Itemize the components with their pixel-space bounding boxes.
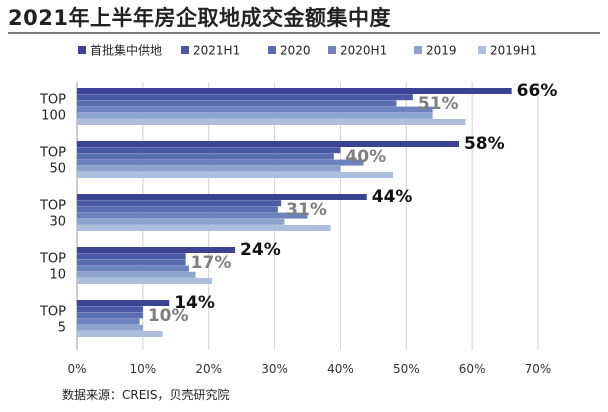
x-tick-label: 50% (393, 362, 420, 376)
data-label: 66% (517, 81, 558, 101)
bar (77, 324, 143, 331)
x-tick-label: 20% (195, 362, 222, 376)
data-label: 14% (174, 293, 215, 313)
bar (77, 165, 341, 172)
legend-swatch (328, 46, 336, 54)
category-label: TOP (39, 146, 66, 161)
category-label: 5 (58, 321, 66, 336)
legend-swatch (268, 46, 276, 54)
bar (77, 265, 189, 272)
category-label: 50 (49, 162, 66, 177)
bar (77, 94, 413, 101)
category-label: TOP (39, 93, 66, 108)
legend-label: 2021H1 (193, 44, 240, 58)
category-label: 10 (49, 268, 66, 283)
x-tick-label: 60% (459, 362, 486, 376)
bar (77, 278, 213, 284)
bar (77, 247, 236, 253)
category-label: TOP (39, 305, 66, 320)
chart-title: 2021年上半年房企取地成交金额集中度 (8, 6, 391, 30)
bar (77, 194, 367, 200)
x-tick-label: 10% (130, 362, 157, 376)
bar (77, 112, 433, 119)
legend-label: 2019H1 (490, 44, 537, 58)
bar (77, 259, 186, 266)
bar (77, 331, 163, 337)
x-tick-label: 30% (261, 362, 288, 376)
bar (77, 225, 331, 231)
bar (77, 147, 341, 154)
x-tick-label: 0% (67, 362, 86, 376)
bar (77, 172, 394, 178)
bar (77, 271, 196, 278)
data-label: 40% (345, 147, 386, 167)
bar (77, 100, 397, 107)
bar (77, 306, 143, 313)
bar (77, 253, 186, 260)
category-label: 100 (41, 109, 66, 124)
data-label: 24% (240, 240, 281, 260)
category-label: TOP (39, 199, 66, 214)
bar (77, 300, 170, 306)
data-label: 58% (464, 134, 505, 154)
legend-swatch (414, 46, 422, 54)
legend-swatch (181, 46, 189, 54)
legend-label: 2020 (280, 44, 311, 58)
data-label: 51% (418, 94, 459, 114)
bar (77, 200, 282, 207)
bar (77, 312, 143, 319)
data-label: 10% (148, 306, 189, 326)
bar (77, 141, 459, 147)
bar (77, 206, 278, 213)
x-tick-label: 40% (327, 362, 354, 376)
legend-label: 2019 (426, 44, 457, 58)
bar (77, 119, 466, 125)
legend-swatch (78, 46, 86, 54)
data-label: 31% (286, 200, 327, 220)
legend-label: 首批集中供地 (90, 43, 162, 58)
category-label: 30 (49, 215, 66, 230)
bar (77, 218, 285, 225)
data-label: 44% (372, 187, 413, 207)
bar (77, 159, 364, 166)
x-tick-label: 70% (525, 362, 552, 376)
title-divider (8, 32, 600, 34)
data-source-note: 数据来源：CREIS，贝壳研究院 (62, 388, 230, 402)
legend-label: 2020H1 (340, 44, 387, 58)
bar (77, 153, 334, 160)
bar (77, 88, 512, 94)
bar (77, 212, 308, 219)
bar (77, 106, 433, 113)
bar (77, 318, 140, 325)
legend-swatch (478, 46, 486, 54)
data-label: 17% (191, 253, 232, 273)
category-label: TOP (39, 252, 66, 267)
